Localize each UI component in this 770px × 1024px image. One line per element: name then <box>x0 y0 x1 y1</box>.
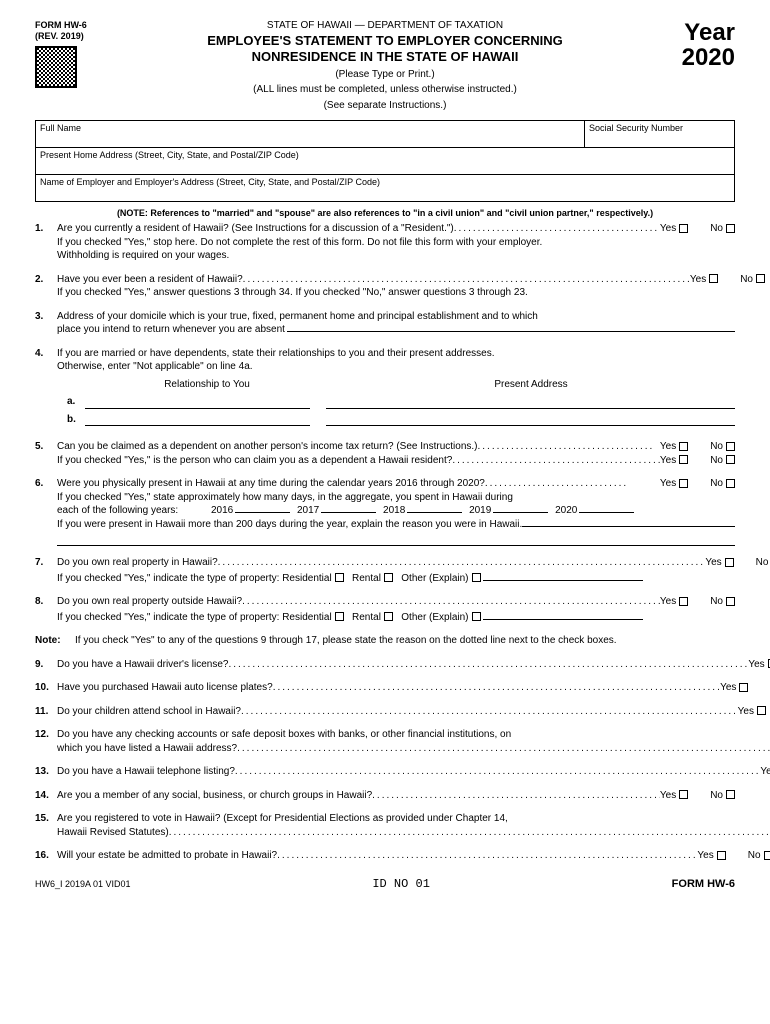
q8-yes[interactable]: Yes <box>660 595 688 609</box>
q4a-rel-input[interactable] <box>85 397 310 409</box>
question-8: 8. Do you own real property outside Hawa… <box>35 595 735 624</box>
question-3: 3. Address of your domicile which is you… <box>35 310 735 337</box>
qr-code-icon <box>35 46 77 88</box>
question-9: 9. Do you have a Hawaii driver's license… <box>35 658 735 672</box>
q11-yes[interactable]: Yes <box>738 705 766 719</box>
footer-right: FORM HW-6 <box>672 878 735 890</box>
q7-other-input[interactable] <box>483 580 643 581</box>
question-16: 16. Will your estate be admitted to prob… <box>35 849 735 863</box>
subtitle1: (Please Type or Print.) <box>130 68 640 82</box>
subtitle3: (See separate Instructions.) <box>130 99 640 113</box>
q8-other-input[interactable] <box>483 619 643 620</box>
q8-rental-chk[interactable] <box>384 612 393 621</box>
note-mid: Note: If you check "Yes" to any of the q… <box>35 634 735 648</box>
q8-other-chk[interactable] <box>472 612 481 621</box>
page-footer: HW6_I 2019A 01 VID01 ID NO 01 FORM HW-6 <box>35 877 735 891</box>
question-10: 10. Have you purchased Hawaii auto licen… <box>35 681 735 695</box>
q7-no[interactable]: No <box>756 556 770 570</box>
footer-left: HW6_I 2019A 01 VID01 <box>35 879 131 889</box>
note-top: (NOTE: References to "married" and "spou… <box>35 208 735 218</box>
q6-2020-input[interactable] <box>579 512 634 513</box>
footer-center: ID NO 01 <box>372 877 430 891</box>
form-id: FORM HW-6 <box>35 20 130 31</box>
form-header: FORM HW-6 (REV. 2019) STATE OF HAWAII — … <box>35 20 735 112</box>
title-line1: EMPLOYEE'S STATEMENT TO EMPLOYER CONCERN… <box>130 33 640 49</box>
q16-yes[interactable]: Yes <box>697 849 725 863</box>
dept-line: STATE OF HAWAII — DEPARTMENT OF TAXATION <box>130 20 640 31</box>
q6-2016-input[interactable] <box>235 512 290 513</box>
q6-2019-input[interactable] <box>493 512 548 513</box>
year-value: 2020 <box>640 45 735 70</box>
subtitle2: (ALL lines must be completed, unless oth… <box>130 83 640 97</box>
question-14: 14. Are you a member of any social, busi… <box>35 789 735 803</box>
info-table: Full Name Social Security Number Present… <box>35 120 735 202</box>
q8-residential-chk[interactable] <box>335 612 344 621</box>
q6-2017-input[interactable] <box>321 512 376 513</box>
full-name-field[interactable]: Full Name <box>36 121 585 148</box>
q1-no[interactable]: No <box>710 222 735 236</box>
q13-yes[interactable]: Yes <box>760 765 770 779</box>
q6-2018-input[interactable] <box>407 512 462 513</box>
q5a-yes[interactable]: Yes <box>660 440 688 454</box>
year-label: Year <box>640 20 735 45</box>
question-6: 6. Were you physically present in Hawaii… <box>35 477 735 546</box>
q8-no[interactable]: No <box>710 595 735 609</box>
q7-other-chk[interactable] <box>472 573 481 582</box>
question-15: 15. Are you registered to vote in Hawaii… <box>35 812 735 839</box>
q5b-yes[interactable]: Yes <box>660 454 688 468</box>
title-line2: NONRESIDENCE IN THE STATE OF HAWAII <box>130 49 640 65</box>
q9-yes[interactable]: Yes <box>748 658 770 672</box>
q5b-no[interactable]: No <box>710 454 735 468</box>
question-1: 1. Are you currently a resident of Hawai… <box>35 222 735 263</box>
q10-yes[interactable]: Yes <box>720 681 748 695</box>
q1-yes[interactable]: Yes <box>660 222 688 236</box>
address-field[interactable]: Present Home Address (Street, City, Stat… <box>36 148 735 175</box>
question-5: 5. Can you be claimed as a dependent on … <box>35 440 735 467</box>
q6-explain-input-2[interactable] <box>57 534 735 546</box>
q6-explain-input[interactable] <box>522 526 735 527</box>
q2-no[interactable]: No <box>740 273 765 287</box>
q14-no[interactable]: No <box>710 789 735 803</box>
q16-no[interactable]: No <box>748 849 770 863</box>
question-11: 11. Do your children attend school in Ha… <box>35 705 735 719</box>
q6-no[interactable]: No <box>710 477 735 491</box>
q4b-addr-input[interactable] <box>326 414 735 426</box>
q6-yes[interactable]: Yes <box>660 477 688 491</box>
q7-yes[interactable]: Yes <box>705 556 733 570</box>
q4b-rel-input[interactable] <box>85 414 310 426</box>
question-2: 2. Have you ever been a resident of Hawa… <box>35 273 735 300</box>
question-7: 7. Do you own real property in Hawaii? .… <box>35 556 735 585</box>
q5a-no[interactable]: No <box>710 440 735 454</box>
q7-rental-chk[interactable] <box>384 573 393 582</box>
ssn-field[interactable]: Social Security Number <box>585 121 735 148</box>
q14-yes[interactable]: Yes <box>660 789 688 803</box>
q3-input[interactable] <box>287 331 735 332</box>
q7-residential-chk[interactable] <box>335 573 344 582</box>
form-rev: (REV. 2019) <box>35 31 130 42</box>
employer-field[interactable]: Name of Employer and Employer's Address … <box>36 175 735 202</box>
q4a-addr-input[interactable] <box>326 397 735 409</box>
q2-yes[interactable]: Yes <box>690 273 718 287</box>
question-12: 12. Do you have any checking accounts or… <box>35 728 735 755</box>
question-4: 4. If you are married or have dependents… <box>35 347 735 431</box>
question-13: 13. Do you have a Hawaii telephone listi… <box>35 765 735 779</box>
